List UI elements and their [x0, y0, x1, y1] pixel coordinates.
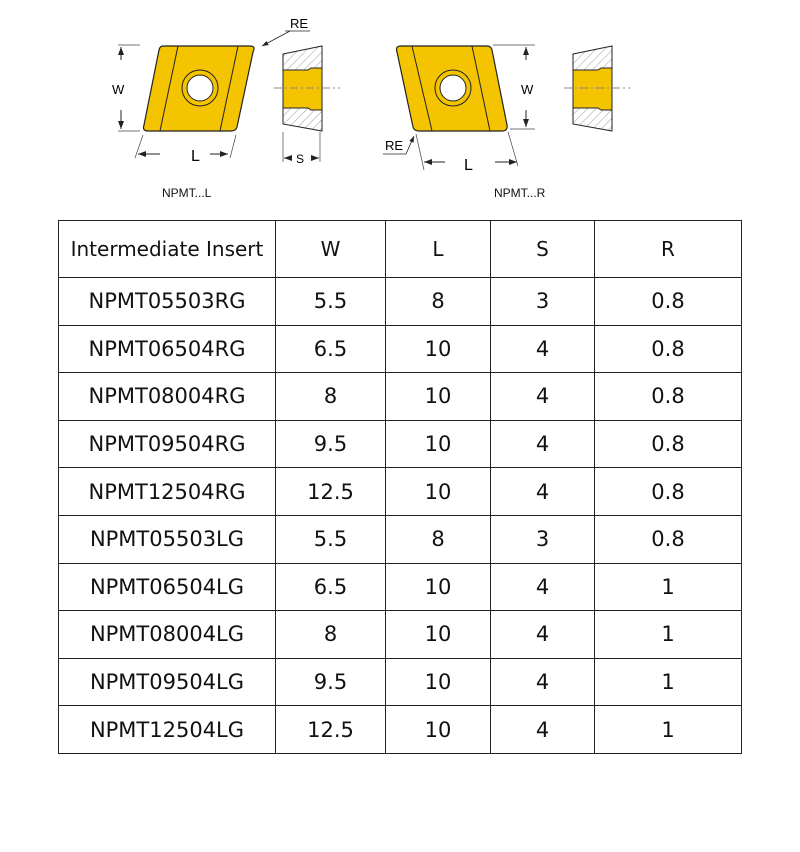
table-row: NPMT05503LG 5.5 8 3 0.8 — [58, 514, 742, 564]
table-row: NPMT06504RG 6.5 10 4 0.8 — [58, 324, 742, 374]
cell-r: 1 — [594, 562, 742, 612]
cell-w: 5.5 — [275, 514, 386, 564]
dim-s-label: S — [296, 152, 304, 166]
cell-r: 0.8 — [594, 419, 742, 469]
dim-w-label: W — [521, 82, 534, 97]
cell-l: 10 — [385, 562, 491, 612]
diagram-caption-left: NPMT...L — [162, 186, 212, 200]
cell-l: 10 — [385, 372, 491, 421]
cell-w: 8 — [275, 610, 386, 659]
header-s: S — [490, 220, 595, 278]
cell-s: 4 — [490, 610, 595, 659]
cell-w: 6.5 — [275, 562, 386, 612]
cell-insert: NPMT08004RG — [58, 372, 276, 421]
cell-l: 10 — [385, 657, 491, 707]
cell-r: 0.8 — [594, 324, 742, 374]
cell-insert: NPMT06504LG — [58, 562, 276, 612]
table-row: NPMT09504LG 9.5 10 4 1 — [58, 657, 742, 707]
cell-l: 10 — [385, 610, 491, 659]
cell-l: 8 — [385, 277, 491, 326]
dim-l-label: L — [191, 148, 200, 165]
cell-insert: NPMT12504RG — [58, 467, 276, 516]
cell-l: 10 — [385, 419, 491, 469]
table-row: NPMT08004LG 8 10 4 1 — [58, 610, 742, 659]
table-row: NPMT12504RG 12.5 10 4 0.8 — [58, 467, 742, 516]
dim-w-label: W — [112, 82, 125, 97]
cell-s: 4 — [490, 657, 595, 707]
cell-s: 4 — [490, 372, 595, 421]
insert-diagrams: W L RE S W L RE — [112, 16, 630, 174]
table-row: NPMT05503RG 5.5 8 3 0.8 — [58, 277, 742, 326]
table-header-row: Intermediate Insert W L S R — [58, 220, 742, 278]
cell-s: 4 — [490, 324, 595, 374]
cell-insert: NPMT09504LG — [58, 657, 276, 707]
cell-r: 0.8 — [594, 514, 742, 564]
cell-insert: NPMT08004LG — [58, 610, 276, 659]
cell-l: 10 — [385, 705, 491, 754]
cell-s: 4 — [490, 705, 595, 754]
spec-table: Intermediate Insert W L S R NPMT05503RG 5… — [58, 220, 742, 754]
header-w: W — [275, 220, 386, 278]
insert-left-top-view: W L RE — [112, 16, 310, 165]
insert-right-side-view — [564, 45, 630, 132]
cell-insert: NPMT12504LG — [58, 705, 276, 754]
cell-s: 4 — [490, 562, 595, 612]
dim-l-label: L — [464, 157, 473, 174]
cell-r: 1 — [594, 610, 742, 659]
cell-w: 12.5 — [275, 467, 386, 516]
cell-r: 0.8 — [594, 372, 742, 421]
table-row: NPMT12504LG 12.5 10 4 1 — [58, 705, 742, 754]
cell-l: 10 — [385, 324, 491, 374]
diagram-caption-right: NPMT...R — [494, 186, 546, 200]
insert-left-side-view: S — [274, 45, 340, 166]
cell-w: 8 — [275, 372, 386, 421]
cell-s: 3 — [490, 277, 595, 326]
header-r: R — [594, 220, 742, 278]
cell-r: 1 — [594, 657, 742, 707]
cell-insert: NPMT06504RG — [58, 324, 276, 374]
cell-s: 3 — [490, 514, 595, 564]
header-l: L — [385, 220, 491, 278]
re-label: RE — [290, 16, 308, 31]
cell-insert: NPMT09504RG — [58, 419, 276, 469]
insert-right-top-view: W L RE — [383, 44, 535, 174]
cell-insert: NPMT05503RG — [58, 277, 276, 326]
cell-w: 12.5 — [275, 705, 386, 754]
cell-l: 10 — [385, 467, 491, 516]
cell-r: 0.8 — [594, 467, 742, 516]
cell-w: 5.5 — [275, 277, 386, 326]
header-insert: Intermediate Insert — [58, 220, 276, 278]
cell-w: 6.5 — [275, 324, 386, 374]
cell-w: 9.5 — [275, 419, 386, 469]
cell-insert: NPMT05503LG — [58, 514, 276, 564]
table-row: NPMT08004RG 8 10 4 0.8 — [58, 372, 742, 421]
cell-s: 4 — [490, 467, 595, 516]
cell-r: 1 — [594, 705, 742, 754]
re-label: RE — [385, 138, 403, 153]
cell-l: 8 — [385, 514, 491, 564]
cell-s: 4 — [490, 419, 595, 469]
table-row: NPMT09504RG 9.5 10 4 0.8 — [58, 419, 742, 469]
cell-w: 9.5 — [275, 657, 386, 707]
table-row: NPMT06504LG 6.5 10 4 1 — [58, 562, 742, 612]
cell-r: 0.8 — [594, 277, 742, 326]
